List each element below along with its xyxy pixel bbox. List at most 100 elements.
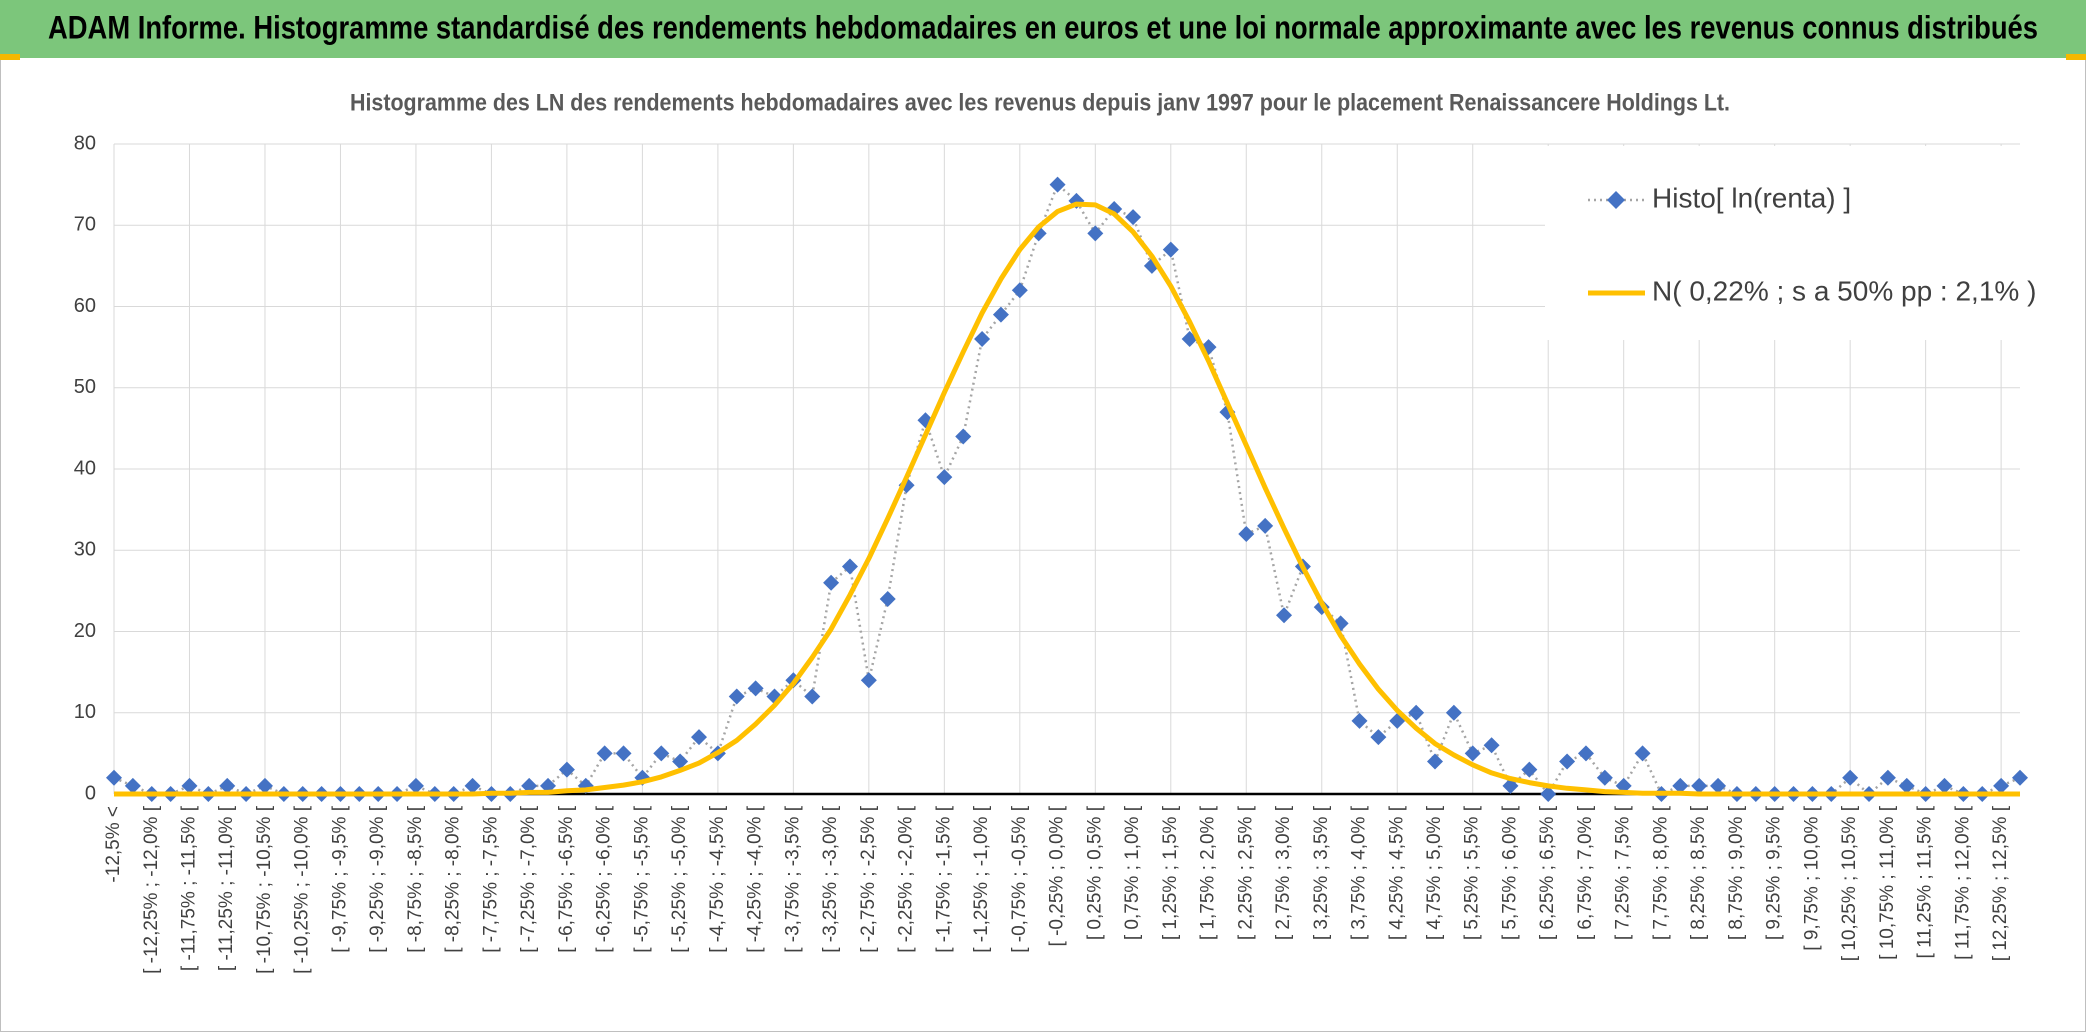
marker xyxy=(653,745,670,762)
marker xyxy=(992,306,1009,323)
marker xyxy=(106,769,122,786)
x-tick-label: [ -0,75% ; -0,5% [ xyxy=(1009,805,1030,953)
marker xyxy=(823,574,840,591)
marker xyxy=(1993,777,2010,794)
marker xyxy=(558,761,575,778)
marker xyxy=(728,688,745,705)
x-tick-label: [ 5,75% ; 6,0% [ xyxy=(1499,805,1520,940)
header-bar xyxy=(0,0,2086,58)
x-tick-label: [ 0,75% ; 1,0% [ xyxy=(1122,805,1143,940)
marker xyxy=(1483,737,1500,754)
page-title: ADAM Informe. Histogramme standardisé de… xyxy=(48,9,2038,45)
marker xyxy=(1049,176,1066,193)
marker xyxy=(1842,769,1859,786)
marker xyxy=(804,688,821,705)
x-tick-label: [ 8,75% ; 9,0% [ xyxy=(1726,805,1747,940)
marker xyxy=(1672,777,1689,794)
x-tick-label: [ 4,25% ; 4,5% [ xyxy=(1386,805,1407,940)
marker xyxy=(219,777,236,794)
y-tick-label: 0 xyxy=(85,782,96,804)
y-tick-label: 20 xyxy=(74,620,96,642)
x-tick-label: -12,5% < xyxy=(103,806,124,883)
x-tick-label: [ -1,75% ; -1,5% [ xyxy=(933,805,954,953)
marker xyxy=(124,777,141,794)
y-tick-label: 40 xyxy=(74,457,96,479)
marker xyxy=(256,777,273,794)
legend-label: Histo[ ln(renta) ] xyxy=(1652,182,1851,213)
x-tick-label: [ -11,75% ; -11,5% [ xyxy=(179,805,200,971)
x-tick-label: [ -9,25% ; -9,0% [ xyxy=(367,805,388,953)
x-tick-label: [ -4,75% ; -4,5% [ xyxy=(707,805,728,953)
marker xyxy=(615,745,632,762)
corner-mark xyxy=(0,54,20,60)
x-tick-label: [ -2,25% ; -2,0% [ xyxy=(896,805,917,953)
marker xyxy=(1464,745,1481,762)
x-tick-label: [ 9,25% ; 9,5% [ xyxy=(1764,805,1785,940)
x-tick-label: [ 10,25% ; 10,5% [ xyxy=(1839,805,1860,961)
series-line xyxy=(114,201,2020,797)
x-tick-label: [ -6,25% ; -6,0% [ xyxy=(594,805,615,953)
marker xyxy=(747,680,764,697)
marker xyxy=(464,777,481,794)
x-tick-label: [ -7,25% ; -7,0% [ xyxy=(518,805,539,953)
x-tick-label: [ 1,75% ; 2,0% [ xyxy=(1198,805,1219,940)
marker xyxy=(1898,777,1915,794)
x-tick-label: [ -3,25% ; -3,0% [ xyxy=(820,805,841,953)
marker xyxy=(691,729,708,746)
x-tick-label: [ -11,25% ; -11,0% [ xyxy=(216,805,237,971)
marker xyxy=(879,591,896,607)
marker xyxy=(1276,607,1293,624)
x-tick-label: [ 7,25% ; 7,5% [ xyxy=(1613,805,1634,940)
x-tick-label: [ -7,75% ; -7,5% [ xyxy=(480,805,501,953)
legend-marker xyxy=(1607,191,1625,209)
marker xyxy=(1011,282,1028,299)
x-tick-label: [ -10,25% ; -10,0% [ xyxy=(292,805,313,974)
x-tick-label: [ 2,75% ; 3,0% [ xyxy=(1273,805,1294,940)
x-tick-label: [ 3,75% ; 4,0% [ xyxy=(1349,805,1370,940)
x-tick-label: [ 3,25% ; 3,5% [ xyxy=(1311,805,1332,940)
x-tick-label: [ -1,25% ; -1,0% [ xyxy=(971,805,992,953)
marker xyxy=(521,777,538,794)
x-tick-label: [ -5,75% ; -5,5% [ xyxy=(631,805,652,953)
marker xyxy=(1257,517,1274,534)
y-tick-label: 30 xyxy=(74,539,96,561)
marker xyxy=(1351,712,1368,729)
x-tick-label: [ 7,75% ; 8,0% [ xyxy=(1650,805,1671,940)
x-tick-label: [ -5,25% ; -5,0% [ xyxy=(669,805,690,953)
x-tick-label: [ 8,25% ; 8,5% [ xyxy=(1688,805,1709,940)
x-tick-label: [ -10,75% ; -10,5% [ xyxy=(254,805,275,974)
marker xyxy=(1162,241,1179,258)
x-tick-label: [ -6,75% ; -6,5% [ xyxy=(556,805,577,953)
x-tick-label: [ 11,25% ; 11,5% [ xyxy=(1915,805,1936,958)
x-tick-label: [ 5,25% ; 5,5% [ xyxy=(1462,805,1483,940)
marker xyxy=(1521,761,1538,778)
x-tick-label: [ 12,25% ; 12,5% [ xyxy=(1990,805,2011,961)
y-tick-label: 10 xyxy=(74,701,96,723)
marker xyxy=(2012,769,2028,786)
x-tick-label: [ 0,25% ; 0,5% [ xyxy=(1084,805,1105,940)
marker xyxy=(955,428,972,445)
x-tick-label: [ 6,75% ; 7,0% [ xyxy=(1575,805,1596,940)
marker xyxy=(1596,769,1613,786)
chart-subtitle: Histogramme des LN des rendements hebdom… xyxy=(350,89,1730,116)
marker xyxy=(407,777,424,794)
y-tick-label: 50 xyxy=(74,376,96,398)
marker xyxy=(596,745,613,762)
x-tick-label: [ -8,75% ; -8,5% [ xyxy=(405,805,426,953)
marker xyxy=(936,469,953,486)
marker xyxy=(181,777,198,794)
x-tick-label: [ 9,75% ; 10,0% [ xyxy=(1801,805,1822,950)
marker xyxy=(1540,786,1557,802)
corner-mark xyxy=(2066,54,2086,60)
marker xyxy=(1710,777,1727,794)
marker xyxy=(1125,209,1142,226)
x-tick-label: [ 2,25% ; 2,5% [ xyxy=(1235,805,1256,940)
marker xyxy=(1936,777,1953,794)
x-tick-label: [ -3,75% ; -3,5% [ xyxy=(782,805,803,953)
marker xyxy=(974,331,991,347)
x-tick-label: [ 1,25% ; 1,5% [ xyxy=(1160,805,1181,940)
x-tick-label: [ 6,25% ; 6,5% [ xyxy=(1537,805,1558,940)
marker xyxy=(841,558,858,575)
x-tick-label: [ -0,25% ; 0,0% [ xyxy=(1047,805,1068,946)
